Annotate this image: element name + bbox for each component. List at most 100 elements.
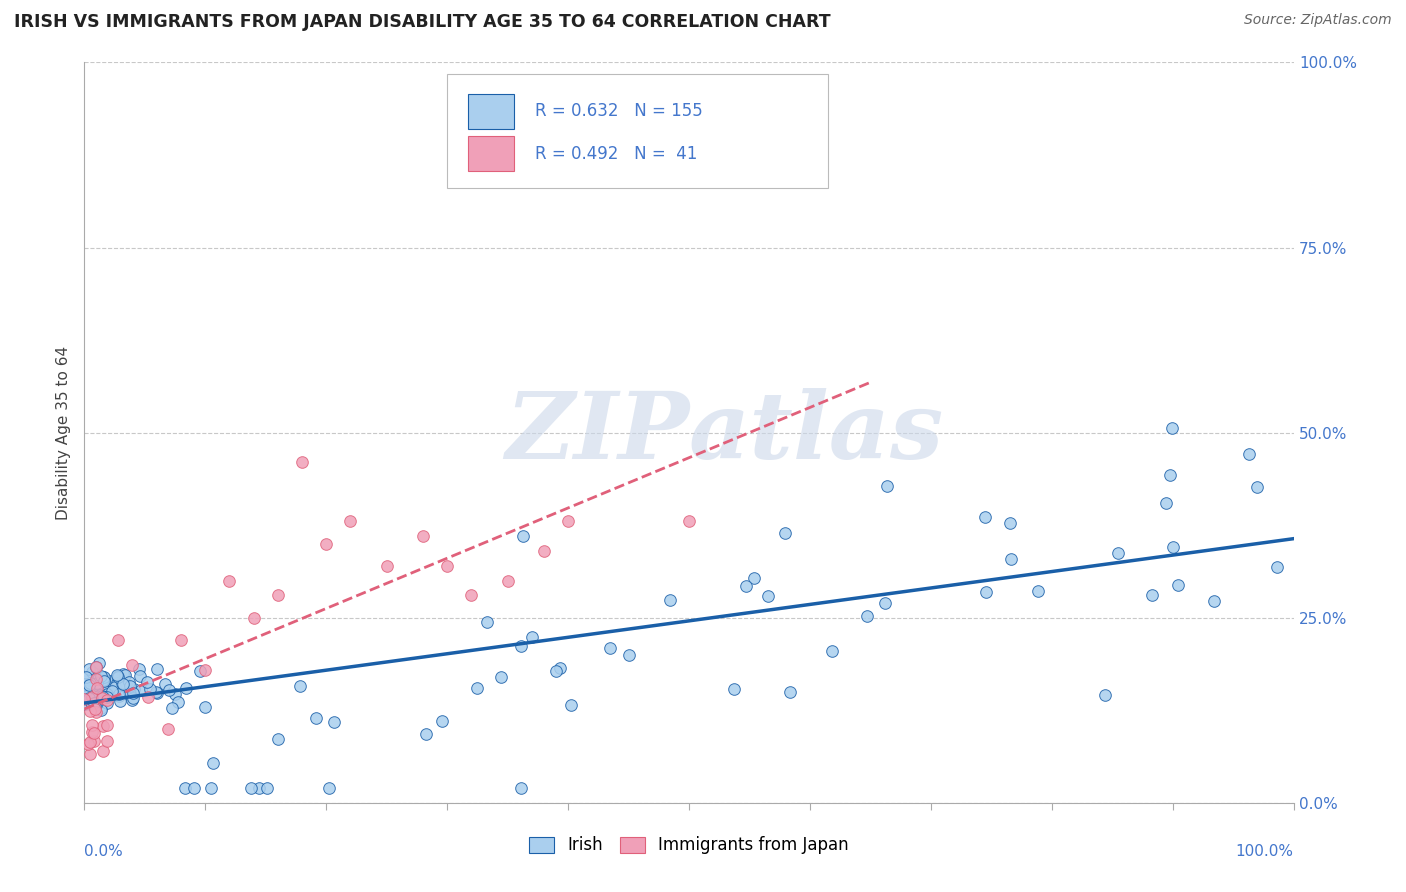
Point (94, 679, 117, 693)
Point (91, 673, 114, 687)
Point (83, 734, 105, 748)
Point (84, 660, 107, 674)
Point (1163, 540, 1185, 554)
Point (131, 683, 153, 698)
Point (128, 662, 150, 676)
Point (107, 670, 129, 684)
Point (742, 571, 765, 585)
Point (475, 615, 498, 629)
Point (1161, 421, 1184, 435)
Point (194, 663, 217, 677)
Point (96, 684, 118, 698)
Point (75, 684, 97, 698)
Point (1159, 467, 1181, 482)
Point (183, 780, 205, 795)
Point (93, 674, 115, 689)
Point (82, 665, 104, 680)
Text: Source: ZipAtlas.com: Source: ZipAtlas.com (1244, 13, 1392, 28)
Point (240, 780, 263, 795)
Point (93, 673, 115, 688)
Point (87, 688, 110, 702)
Point (84, 705, 107, 719)
FancyBboxPatch shape (468, 136, 513, 171)
Point (87, 656, 110, 670)
Point (599, 640, 621, 655)
Point (84, 698, 107, 713)
Point (773, 526, 796, 541)
Text: R = 0.632   N = 155: R = 0.632 N = 155 (536, 103, 703, 120)
Point (118, 679, 141, 693)
Point (145, 685, 167, 699)
Point (821, 643, 844, 657)
Point (194, 700, 217, 714)
Point (122, 681, 145, 696)
Point (105, 667, 128, 681)
Point (75, 670, 97, 684)
Point (84, 690, 107, 705)
Point (323, 714, 346, 729)
Point (91, 689, 114, 703)
Point (86, 676, 108, 690)
Point (412, 529, 434, 543)
Point (79, 687, 101, 701)
Point (876, 479, 898, 493)
Point (105, 675, 128, 690)
Point (97, 679, 120, 693)
Text: R = 0.492   N =  41: R = 0.492 N = 41 (536, 145, 697, 162)
Text: 100.0%: 100.0% (1236, 844, 1294, 858)
Point (318, 780, 340, 795)
Point (1000, 552, 1022, 566)
Point (136, 674, 159, 689)
Point (1246, 480, 1268, 494)
Point (110, 693, 132, 707)
Point (96, 734, 118, 748)
Point (76, 683, 98, 698)
Point (617, 648, 640, 662)
Point (288, 679, 311, 693)
Point (1028, 583, 1050, 598)
Point (94, 681, 117, 696)
Point (79, 735, 101, 749)
Point (163, 687, 186, 701)
Point (84, 690, 107, 705)
Point (460, 589, 482, 603)
Point (305, 711, 328, 725)
Point (174, 780, 197, 795)
Point (91, 670, 114, 684)
Point (1094, 688, 1116, 702)
Point (1265, 560, 1288, 574)
Point (560, 698, 582, 712)
Point (122, 691, 145, 706)
Point (510, 780, 533, 795)
Point (146, 686, 169, 700)
Point (548, 661, 571, 675)
Point (114, 679, 136, 693)
Point (91, 690, 114, 705)
Point (84, 672, 107, 686)
Point (73, 692, 96, 706)
Point (93, 686, 115, 700)
Point (509, 640, 531, 654)
Point (90, 703, 112, 717)
Point (84, 698, 107, 712)
Point (1167, 578, 1189, 592)
Text: IRISH VS IMMIGRANTS FROM JAPAN DISABILITY AGE 35 TO 64 CORRELATION CHART: IRISH VS IMMIGRANTS FROM JAPAN DISABILIT… (14, 13, 831, 31)
Point (77, 662, 100, 676)
Point (146, 662, 169, 676)
Point (129, 669, 152, 683)
Point (86, 673, 108, 687)
Point (83, 681, 105, 696)
Point (520, 630, 543, 644)
Point (77, 678, 100, 692)
Point (90, 669, 112, 683)
Point (86, 681, 108, 695)
Point (111, 675, 134, 690)
Point (111, 677, 134, 691)
FancyBboxPatch shape (468, 94, 513, 129)
Point (291, 455, 314, 469)
Point (80, 725, 103, 739)
Point (139, 681, 162, 696)
Point (779, 685, 801, 699)
Point (79, 704, 101, 718)
Point (121, 693, 143, 707)
